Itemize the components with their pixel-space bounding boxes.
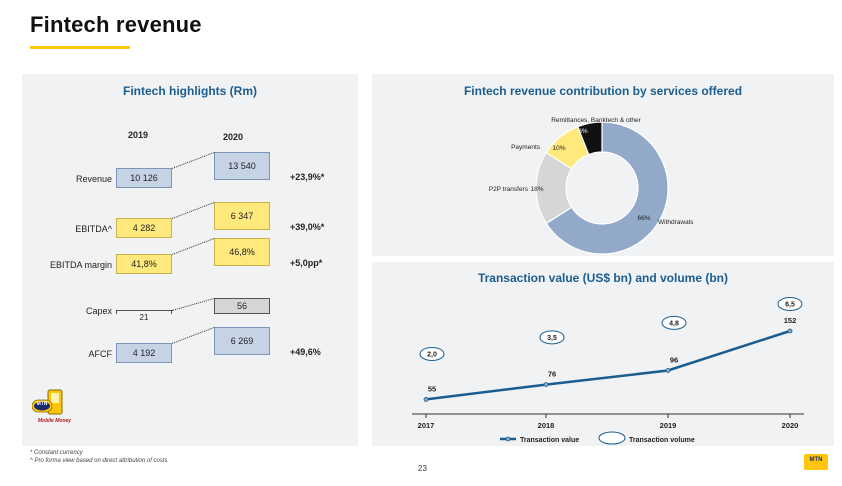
line-title: Transaction value (US$ bn) and volume (b… — [477, 271, 729, 285]
line-chart: 2017 2018 2019 2020 55 76 96 152 2,0 3,5 4,8 6,5 Tra… — [412, 297, 804, 445]
pie-slice — [576, 121, 603, 156]
x-tick-label: 2019 — [660, 421, 677, 430]
page-title: Fintech revenue — [30, 12, 202, 37]
pie-title: Fintech revenue contribution by services… — [463, 84, 743, 98]
value-2020-box: 6 347 — [214, 202, 270, 230]
logo-caption: Mobile Money — [38, 418, 72, 424]
title-underline — [30, 46, 130, 49]
transaction-volume-label: 6,5 — [785, 302, 795, 309]
x-tick-label: 2020 — [782, 421, 799, 430]
transaction-volume-bubble — [419, 347, 445, 361]
transaction-volume-label: 3,5 — [547, 335, 557, 342]
transaction-volume-label: 2,0 — [427, 352, 437, 359]
value-2020-box: 13 540 — [214, 152, 270, 180]
connector-line — [172, 152, 215, 169]
page-number: 23 — [418, 464, 427, 473]
footnote-1: * Constant currency — [30, 450, 83, 456]
row-label: Capex — [85, 306, 112, 316]
x-tick-label: 2017 — [418, 421, 435, 430]
highlights-panel: Fintech highlights (Rm) 2019 2020 Revenu… — [22, 74, 358, 446]
pie-category-label: Withdrawals — [658, 219, 694, 226]
change-value: +49,6% — [290, 347, 321, 357]
transaction-value-point — [665, 368, 671, 373]
value-2019-box: 4 192 — [116, 343, 172, 363]
value-2020-box: 56 — [214, 298, 270, 314]
highlights-title: Fintech highlights (Rm) — [123, 84, 257, 98]
row-label: EBITDA margin — [49, 260, 112, 270]
transaction-value-point — [787, 328, 793, 334]
legend-volume-swatch — [598, 431, 626, 445]
value-2019-box: 21 — [116, 310, 172, 322]
x-tick-label: 2018 — [538, 421, 555, 430]
transaction-volume-bubble — [539, 330, 565, 345]
transaction-value-label: 55 — [428, 384, 436, 393]
legend-value-label: Transaction value — [520, 437, 579, 444]
change-value: +5,0pp* — [290, 258, 323, 268]
value-2020-box: 6 269 — [214, 327, 270, 355]
pie-category-label: P2P transfers — [489, 186, 529, 193]
value-2019: 21 — [139, 313, 149, 322]
row-label: EBITDA^ — [75, 224, 112, 234]
value-2019-box: 4 282 — [116, 218, 172, 238]
pie-value-label: 66% — [637, 215, 650, 222]
connector-line — [172, 298, 215, 311]
legend-value-marker — [505, 436, 511, 442]
transaction-volume-label: 4,8 — [669, 320, 679, 327]
pie-value-label: 10% — [552, 145, 565, 152]
pie-value-label: 6% — [578, 128, 588, 135]
transaction-value-point — [543, 382, 549, 388]
year-header-2020: 2020 — [223, 132, 244, 142]
change-value: +23,9%* — [290, 172, 325, 182]
pie-value-label: 18% — [530, 186, 543, 193]
change-value: +39,0%* — [290, 222, 325, 232]
year-header-2019: 2019 — [128, 130, 149, 140]
transaction-value-label: 96 — [670, 356, 678, 365]
logo-brand-text: MTN — [36, 401, 48, 407]
mtn-corner-logo: MTN — [804, 454, 828, 470]
connector-line — [172, 202, 215, 219]
pie-category-label: Payments — [511, 144, 541, 151]
transaction-value-line — [425, 329, 791, 401]
row-label: AFCF — [88, 349, 113, 359]
transaction-value-label: 76 — [548, 370, 556, 379]
mtn-mobile-money-logo: MTN Mobile Money — [31, 388, 94, 432]
pie-slice — [545, 121, 669, 255]
value-2019-box: 10 126 — [116, 168, 172, 188]
row-label: Revenue — [75, 174, 112, 184]
connector-line — [172, 327, 215, 344]
footnote-2: ^ Pro forma view based on direct attribu… — [30, 458, 168, 464]
connector-line — [172, 238, 215, 255]
transaction-volume-bubble — [661, 315, 687, 330]
mtn-corner-logo-text: MTN — [809, 457, 823, 463]
pie-panel: Fintech revenue contribution by services… — [372, 74, 834, 256]
mobile-money-icon — [31, 389, 63, 415]
value-2019-box: 41,8% — [116, 254, 172, 274]
transaction-volume-bubble — [777, 297, 803, 311]
legend-volume-label: Transaction volume — [629, 437, 695, 444]
value-2020-box: 46,8% — [214, 238, 270, 266]
transaction-value-point — [423, 397, 429, 402]
pie-category-label: Remittances, Banktech & other — [551, 117, 641, 124]
line-panel: Transaction value (US$ bn) and volume (b… — [372, 262, 834, 446]
transaction-value-label: 152 — [784, 316, 797, 325]
pie-chart: 66% Withdrawals 18%P2P transfers 10% Payment… — [489, 117, 694, 255]
